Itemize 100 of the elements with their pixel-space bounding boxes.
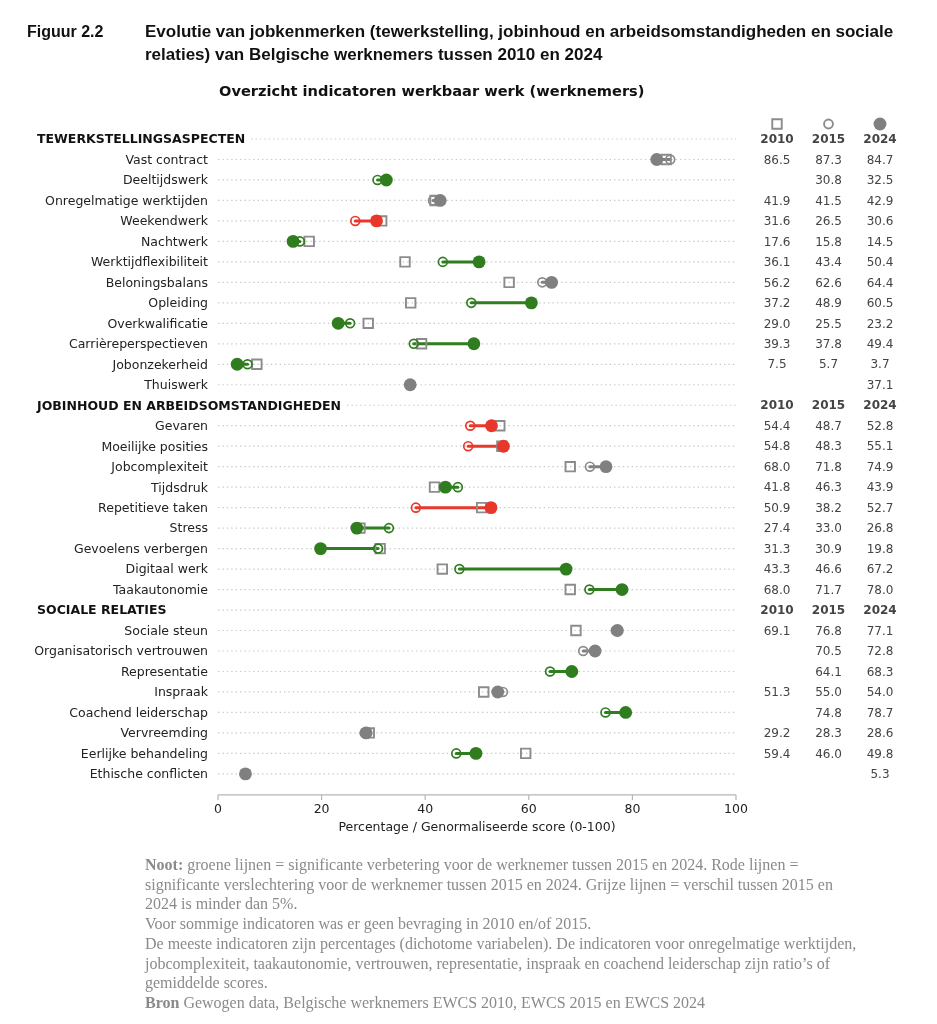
data-label: 36.1: [763, 255, 791, 270]
data-label: 64.4: [866, 275, 894, 290]
data-label: 38.2: [815, 500, 842, 515]
x-tick-label: 40: [417, 800, 434, 816]
data-label: 41.5: [815, 193, 842, 208]
data-label: 46.6: [815, 562, 842, 577]
data-label: 48.7: [815, 418, 842, 433]
y-tick-label: Thuiswerk: [143, 377, 209, 393]
text: 2024: [863, 603, 897, 618]
data-label: 68.0: [763, 459, 791, 474]
text: 2010: [760, 603, 794, 618]
data-label: 59.4: [763, 746, 791, 761]
data-label: 28.3: [815, 726, 842, 741]
text: SOCIALE RELATIES: [37, 602, 167, 618]
data-label: 43.3: [763, 562, 791, 577]
data-label: 37.8: [815, 337, 842, 351]
text: Figuur 2.2: [27, 23, 104, 40]
data-label: 71.7: [815, 582, 842, 597]
y-tick-label: Werktijdflexibiliteit: [90, 254, 209, 270]
text: 2010: [760, 398, 794, 413]
data-label: 23.2: [866, 316, 894, 331]
y-tick-label: Onregelmatige werktijden: [45, 192, 208, 208]
x-tick-label: 0: [214, 800, 223, 816]
y-tick-label: Deeltijdswerk: [122, 172, 209, 188]
data-label: 56.2: [763, 275, 791, 290]
text: Noot: groene lijnen = significante verbetering voor de werknemer tussen 2015 en 2024. Rode lijnen = significante verslechtering voor de werknemer tussen 2015 en 2024. Grijze lijnen = verschil tussen 2015 en 2024 is minder dan 5%.: [145, 856, 833, 913]
x-tick-label: 100: [724, 800, 748, 816]
data-label: 49.4: [866, 337, 894, 351]
data-label: 30.9: [815, 541, 842, 556]
y-tick-label: Vervreemding: [120, 725, 208, 741]
data-label: 46.3: [815, 480, 842, 495]
data-label: 76.8: [815, 623, 842, 638]
data-label: 30.8: [815, 173, 842, 188]
data-label: 5.7: [818, 357, 839, 372]
data-label: 33.0: [815, 521, 842, 536]
data-label: 55.0: [815, 685, 842, 700]
text: 2015: [811, 398, 846, 413]
data-label: 39.3: [763, 337, 791, 351]
data-label: 41.9: [763, 193, 791, 208]
y-tick-label: Organisatorisch vertrouwen: [34, 643, 208, 659]
data-label: 29.0: [763, 316, 791, 331]
data-label: 74.8: [815, 705, 842, 720]
data-label: 74.9: [866, 459, 894, 474]
y-tick-label: Sociale steun: [124, 622, 208, 638]
y-tick-label: Overkwalificatie: [107, 315, 209, 331]
data-label: 48.3: [815, 439, 842, 454]
y-tick-label: Moeilijke posities: [101, 438, 208, 454]
y-tick-label: Tijdsdruk: [150, 479, 209, 495]
data-label: 86.5: [763, 152, 791, 167]
y-tick-label: Nachtwerk: [141, 233, 209, 249]
data-label: 71.8: [815, 459, 842, 474]
data-label: 5.3: [870, 767, 890, 782]
data-label: 41.8: [763, 480, 791, 495]
y-tick-label: Representatie: [120, 663, 209, 679]
data-label: 48.9: [815, 296, 842, 311]
data-label: 84.7: [866, 152, 894, 167]
data-label: 42.9: [866, 193, 894, 208]
data-label: 43.9: [866, 480, 894, 495]
data-label: 27.4: [763, 521, 791, 536]
text: 2024: [863, 398, 897, 413]
y-tick-label: Digitaal werk: [125, 561, 209, 577]
y-tick-label: Vast contract: [125, 151, 209, 167]
data-label: 25.5: [815, 316, 842, 331]
y-tick-label: Ethische conflicten: [89, 766, 208, 782]
data-label: 19.8: [866, 541, 894, 556]
annotation: TEWERKSTELLINGSASPECTEN: [37, 131, 246, 147]
x-axis-title: Percentage / Genormaliseerde score (0-100): [338, 818, 616, 834]
data-label: 17.6: [763, 234, 791, 249]
data-label: 46.0: [815, 746, 842, 761]
data-label: 70.5: [815, 644, 842, 659]
y-tick-label: Stress: [169, 520, 208, 536]
data-label: 50.9: [763, 500, 791, 515]
data-label: 49.8: [866, 746, 894, 761]
data-label: 72.8: [866, 644, 894, 659]
y-tick-label: Inspraak: [154, 684, 209, 700]
data-label: 7.5: [767, 357, 787, 372]
legend-label: 2024: [863, 132, 897, 147]
data-label: 55.1: [866, 439, 894, 454]
text: Voor sommige indicatoren was er geen bevraging in 2010 en/of 2015.: [145, 915, 592, 934]
y-tick-label: Taakautonomie: [112, 581, 209, 597]
data-label: 78.7: [866, 705, 894, 720]
x-tick-label: 20: [313, 800, 330, 816]
data-label: 64.1: [815, 664, 842, 679]
data-label: 52.7: [866, 500, 894, 515]
data-label: 78.0: [866, 582, 894, 597]
data-label: 37.1: [866, 377, 894, 392]
data-label: 43.4: [815, 255, 842, 270]
data-label: 51.3: [763, 685, 791, 700]
data-label: 28.6: [866, 726, 894, 741]
data-label: 52.8: [866, 418, 894, 433]
data-label: 60.5: [866, 296, 894, 311]
data-label: 54.4: [763, 418, 791, 433]
legend-label: 2015: [811, 132, 846, 147]
data-label: 14.5: [866, 234, 894, 249]
data-label: 68.0: [763, 582, 791, 597]
text: Bron Gewogen data, Belgische werknemers EWCS 2010, EWCS 2015 en EWCS 2024: [145, 993, 706, 1012]
annotation: JOBINHOUD EN ARBEIDSOMSTANDIGHEDEN: [36, 397, 342, 413]
legend-label: 2010: [760, 132, 794, 147]
data-label: 31.3: [763, 541, 791, 556]
y-tick-label: Jobonzekerheid: [111, 356, 208, 372]
